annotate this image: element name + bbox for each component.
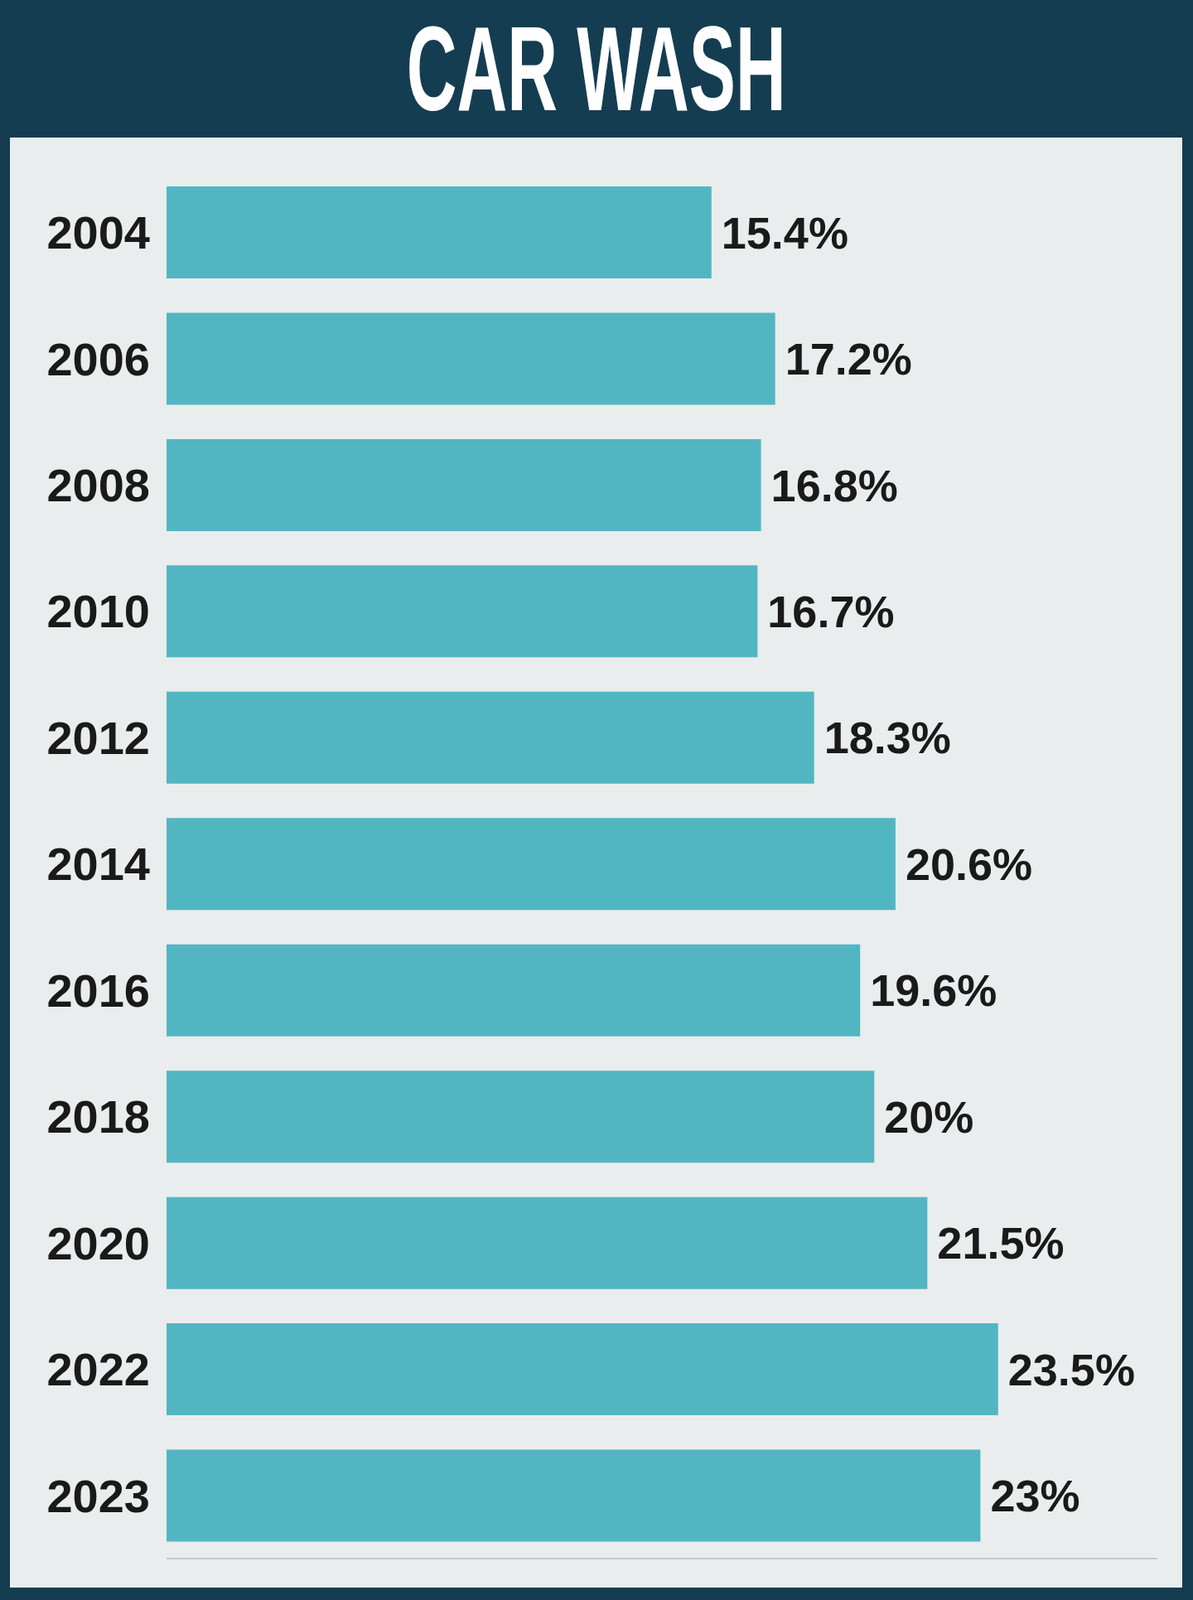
- html-text:CAR WASH: CAR WASH: [406, 1, 787, 136]
- svg-text:2006: 2006: [46, 333, 150, 386]
- svg-text:2022: 2022: [46, 1342, 150, 1396]
- svg-text:2020: 2020: [46, 1217, 150, 1270]
- svg-text:2012: 2012: [46, 711, 150, 764]
- svg-text:23%: 23%: [990, 1470, 1080, 1521]
- svg-text:2004: 2004: [46, 206, 150, 259]
- svg-text:2018: 2018: [46, 1090, 150, 1143]
- svg-text:18.3%: 18.3%: [824, 712, 952, 763]
- svg-text:20.6%: 20.6%: [905, 839, 1033, 889]
- svg-text:19.6%: 19.6%: [869, 965, 997, 1015]
- svg-text:23.5%: 23.5%: [1008, 1344, 1136, 1395]
- svg-text:16.8%: 16.8%: [771, 460, 899, 511]
- svg-text:20%: 20%: [883, 1091, 974, 1142]
- svg-text:16.7%: 16.7%: [767, 586, 894, 637]
- svg-text:2023: 2023: [46, 1469, 150, 1522]
- svg-text:15.4%: 15.4%: [721, 207, 849, 258]
- svg-text:2014: 2014: [46, 837, 150, 890]
- svg-text:21.5%: 21.5%: [937, 1217, 1064, 1268]
- svg-text:2008: 2008: [46, 458, 150, 512]
- svg-text:2010: 2010: [46, 584, 150, 638]
- svg-text:2016: 2016: [46, 964, 150, 1017]
- svg-text:17.2%: 17.2%: [785, 333, 913, 384]
